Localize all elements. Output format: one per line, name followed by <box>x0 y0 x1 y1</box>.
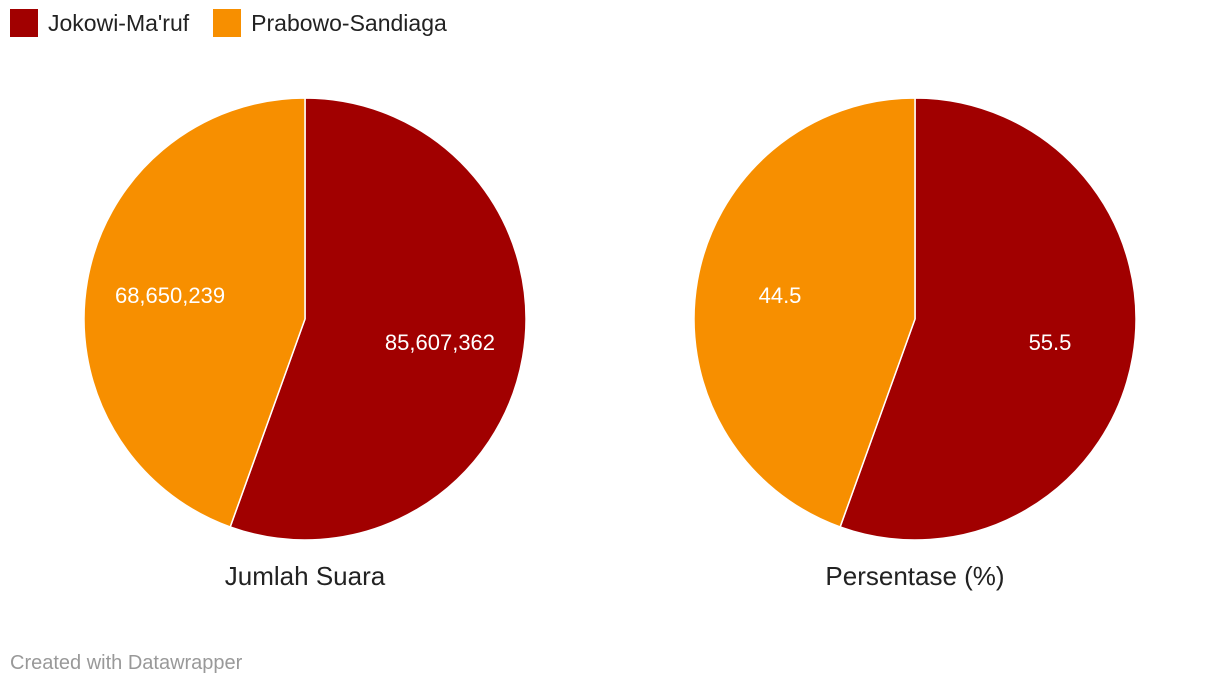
legend-label-jokowi: Jokowi-Ma'ruf <box>48 10 190 36</box>
pie-title: Jumlah Suara <box>225 561 386 591</box>
pie-slice-prabowo-sandiaga <box>83 97 306 528</box>
legend-swatch-jokowi <box>10 9 38 37</box>
legend-swatch-prabowo <box>213 9 242 37</box>
legend-item-jokowi: Jokowi-Ma'ruf <box>10 9 189 37</box>
credit-footer: Created with Datawrapper <box>10 652 243 674</box>
pie-slice-prabowo-sandiaga <box>693 97 916 528</box>
pie-chart-persentase: 55.5 44.5 Persentase (%) <box>693 97 1137 591</box>
pie-value-label-jokowi-ma-ruf: 85,607,362 <box>385 330 495 355</box>
pie-value-label-jokowi-ma-ruf: 55.5 <box>1029 330 1072 355</box>
pie-slice-jokowi-ma-ruf <box>229 97 527 541</box>
pie-slice-jokowi-ma-ruf <box>839 97 1137 541</box>
pie-chart-jumlah-suara: 85,607,362 68,650,239 Jumlah Suara <box>83 97 527 591</box>
legend: Jokowi-Ma'ruf Prabowo-Sandiaga <box>10 9 447 37</box>
legend-item-prabowo: Prabowo-Sandiaga <box>213 9 447 37</box>
legend-label-prabowo: Prabowo-Sandiaga <box>251 10 447 36</box>
pie-value-label-prabowo-sandiaga: 44.5 <box>759 283 802 308</box>
pie-value-label-prabowo-sandiaga: 68,650,239 <box>115 283 225 308</box>
pie-title: Persentase (%) <box>825 561 1004 591</box>
